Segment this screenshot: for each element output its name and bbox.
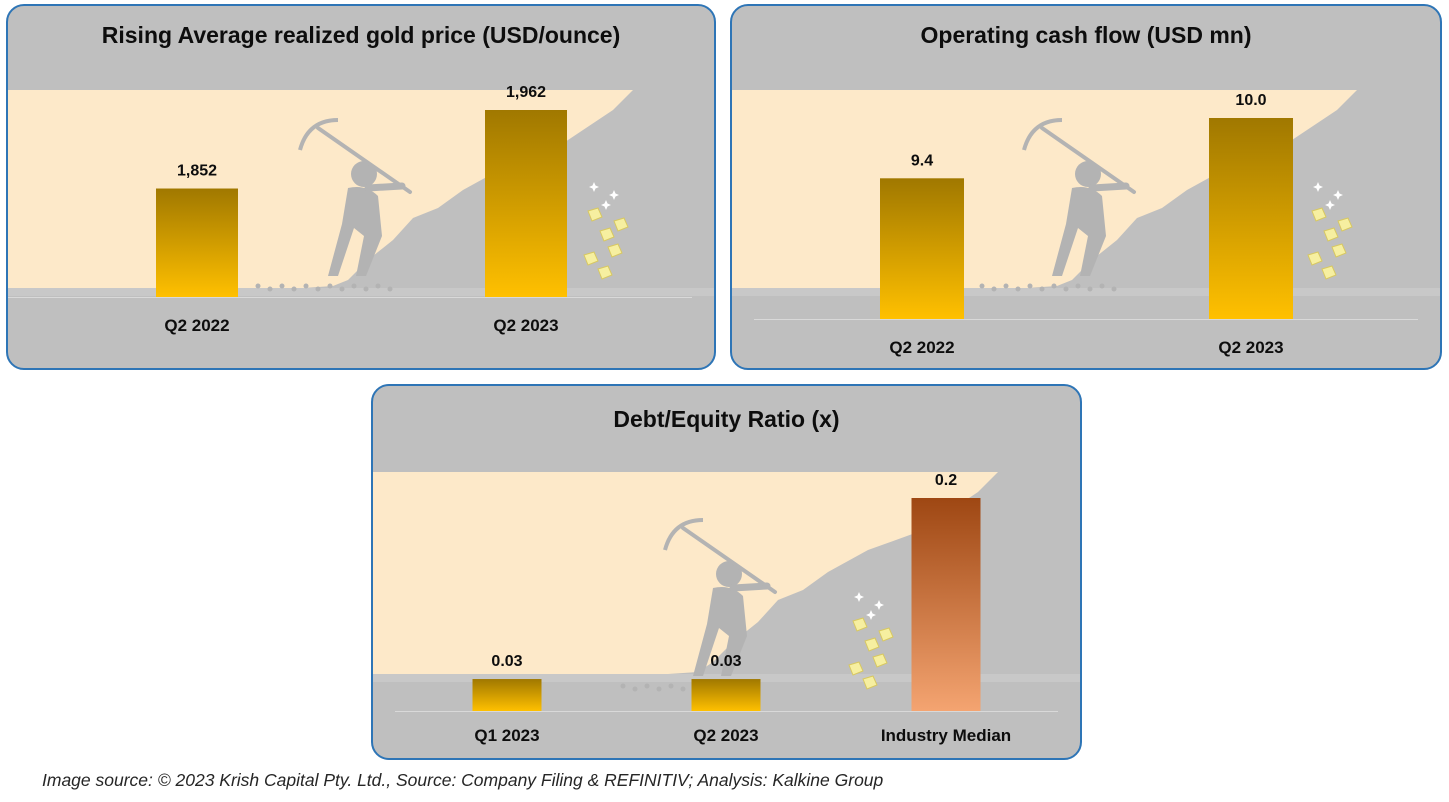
data-label: 0.03 [491, 653, 522, 670]
chart-panel-debt-equity: 0.03 Q1 2023 0.03 Q2 2023 0.2 Industry Median… [371, 384, 1082, 760]
data-label: 9.4 [911, 152, 933, 169]
miner-icon [620, 518, 777, 692]
gold-nuggets-icon [583, 182, 629, 280]
bar-q2-2022 [880, 178, 964, 319]
bars: 9.4 Q2 2022 10.0 Q2 2023 [880, 92, 1293, 357]
data-label: 1,852 [177, 163, 217, 180]
cave-floor [732, 288, 1440, 296]
mine-background [732, 90, 1440, 296]
bars: 0.03 Q1 2023 0.03 Q2 2023 0.2 Industry Median [472, 472, 1011, 745]
category-label: Q2 2023 [693, 726, 758, 745]
cave-shape [373, 472, 998, 674]
bar-q2-2022 [156, 188, 238, 297]
category-label: Q2 2022 [164, 316, 229, 335]
chart-panel-operating-cash-flow: 9.4 Q2 2022 10.0 Q2 2023 Operating cash flo… [730, 4, 1442, 370]
data-label: 1,962 [506, 84, 546, 101]
bar-q2-2023 [485, 110, 567, 297]
operating-cash-flow-chart: 9.4 Q2 2022 10.0 Q2 2023 [732, 90, 1440, 357]
category-label: Q2 2023 [493, 316, 558, 335]
bars: 1,852 Q2 2022 1,962 Q2 2023 [156, 84, 567, 335]
chart-title: Rising Average realized gold price (USD/… [101, 22, 621, 48]
chart-panel-gold-price: 1,852 Q2 2022 1,962 Q2 2023 Rising Average … [6, 4, 716, 370]
category-label: Q2 2022 [889, 338, 954, 357]
category-label: Q2 2023 [1218, 338, 1283, 357]
gold-nuggets-icon [848, 592, 894, 690]
mine-background [8, 90, 714, 296]
bar-q1-2023 [472, 679, 542, 711]
gold-nuggets-icon [1307, 182, 1353, 280]
cave-floor [373, 674, 1080, 682]
miner-icon [979, 118, 1136, 292]
bar-industry-median [911, 498, 981, 711]
miner-icon [255, 118, 412, 292]
cave-floor [8, 288, 714, 296]
data-label: 0.2 [935, 472, 957, 489]
bar-q2-2023 [1209, 118, 1293, 319]
gold-price-chart: 1,852 Q2 2022 1,962 Q2 2023 [8, 84, 714, 335]
data-label: 10.0 [1235, 92, 1266, 109]
chart-title: Debt/Equity Ratio (x) [613, 406, 840, 432]
image-source-footer: Image source: © 2023 Krish Capital Pty. … [42, 770, 884, 790]
debt-equity-chart: 0.03 Q1 2023 0.03 Q2 2023 0.2 Industry Median [373, 472, 1080, 745]
chart-title: Operating cash flow (USD mn) [920, 22, 1252, 48]
mine-background [373, 472, 1080, 692]
category-label: Industry Median [881, 726, 1011, 745]
category-label: Q1 2023 [474, 726, 539, 745]
bar-q2-2023 [691, 679, 761, 711]
data-label: 0.03 [710, 653, 741, 670]
